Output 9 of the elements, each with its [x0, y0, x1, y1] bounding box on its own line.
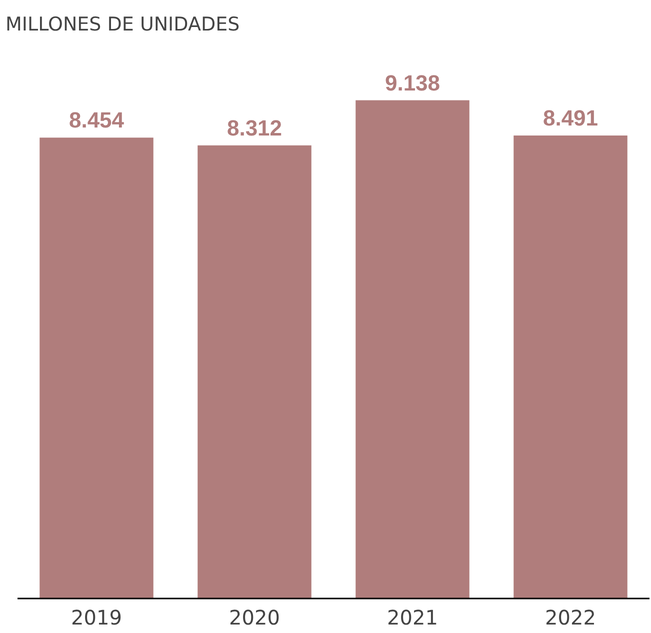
x-tick-label: 2021 — [387, 606, 438, 630]
x-tick-label: 2020 — [229, 606, 280, 630]
x-tick-label: 2022 — [545, 606, 596, 630]
data-label: 8.491 — [542, 106, 598, 131]
data-label: 8.312 — [226, 115, 282, 140]
chart-title: MILLONES DE UNIDADES — [6, 14, 240, 36]
x-tick-label: 2019 — [71, 606, 122, 630]
data-label: 9.138 — [384, 70, 440, 96]
data-label: 8.454 — [68, 108, 125, 133]
